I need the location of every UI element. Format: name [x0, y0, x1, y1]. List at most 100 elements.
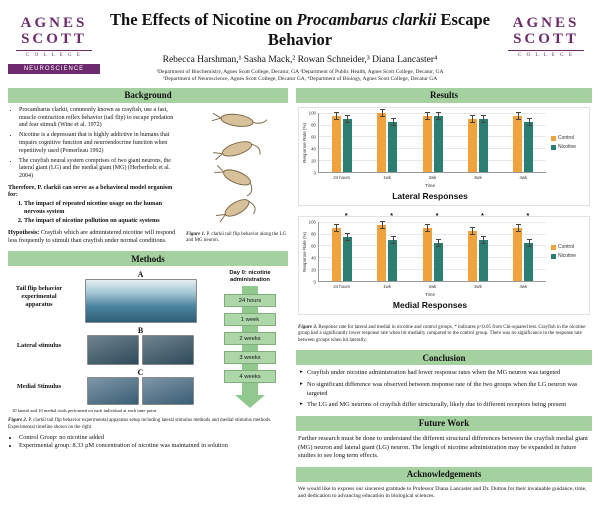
significance-marker: *	[390, 212, 394, 220]
error-bar	[481, 235, 487, 244]
bar-control	[422, 111, 432, 172]
figure-1-caption: Figure 1. P. clarkii tail flip behavior …	[186, 232, 288, 245]
therefore-statement: Therefore, P. clarkii can serve as a beh…	[8, 184, 173, 199]
bar-control	[513, 111, 523, 172]
agnes-scott-logo-right: AGNES SCOTT C O L L E G E	[500, 6, 592, 58]
logo-word-agnes: AGNES	[512, 15, 580, 31]
bar-control	[422, 223, 432, 281]
methods-row-c: Medial Stimulus C	[8, 368, 208, 406]
apparatus-photo	[84, 279, 197, 324]
panel-label-c: C	[137, 368, 144, 378]
figure-1-caption-text: P. clarkii tail flip behavior along the …	[186, 231, 287, 244]
right-column: Results Response Rate (%) 0 20 40 60 80 100 2…	[296, 87, 592, 507]
methods-row-a: Tail flip behavior experimental apparatu…	[8, 270, 208, 324]
error-bar	[379, 220, 385, 229]
background-text: Procambarus clarkii, commonly known as c…	[8, 107, 181, 245]
bar-group-1wk: 1wk	[364, 108, 409, 180]
hypothesis-paragraph: Hypothesis: Crayfish which are administe…	[8, 229, 181, 245]
bar-nicotine	[433, 111, 443, 172]
lateral-responses-chart: Response Rate (%) 0 20 40 60 80 100 24 hours 1…	[298, 106, 590, 206]
lateral-stimulus-caption: Lateral stimulus	[16, 341, 62, 349]
timeline-box-24-hours: 24 hours	[224, 294, 276, 308]
error-bar	[526, 117, 532, 126]
conclusion-bullet-3: The LG and MG neurons of crayfish differ…	[300, 401, 592, 410]
background-bullet-1: Procambarus clarkii, commonly known as c…	[19, 107, 181, 130]
legend-item-nicotine: Nicotine	[551, 253, 586, 259]
significance-marker: *	[435, 212, 439, 220]
crayfish-tailflip-illustration	[211, 112, 268, 223]
y-axis-ticks: 0 20 40 60 80 100	[308, 219, 316, 285]
logo-word-scott: SCOTT	[513, 30, 579, 47]
bar-control	[331, 223, 341, 281]
chart-legend: Control Nicotine	[546, 113, 586, 173]
error-bar	[436, 111, 442, 120]
timeline-box-2-weeks: 2 weeks	[224, 332, 276, 346]
panel-label-a: A	[137, 270, 144, 280]
section-future-work: Future Work Further research must be don…	[296, 415, 592, 461]
medial-stimulus-caption: Medial Stimulus	[16, 382, 62, 390]
bar-control	[467, 114, 477, 172]
conclusion-section-header: Conclusion	[296, 350, 592, 366]
bar-nicotine	[478, 235, 488, 281]
error-bar	[345, 232, 351, 241]
logo-word-scott: SCOTT	[21, 30, 87, 47]
x-tick-label: 24 hours	[333, 174, 351, 180]
section-conclusion: Conclusion Crayfish under nicotine admin…	[296, 350, 592, 410]
affiliation-line-1: ¹Department of Biochemistry, Agnes Scott…	[156, 69, 444, 75]
error-bar	[425, 111, 431, 120]
logo-divider	[508, 49, 584, 51]
acknowledgements-text: We would like to express our sincerest g…	[298, 485, 587, 500]
trials-note: 10 lateral and 10 medial trials performe…	[12, 408, 158, 414]
poster-title: The Effects of Nicotine on Procambarus c…	[104, 10, 496, 50]
error-bar	[526, 238, 532, 247]
methods-section-header: Methods	[8, 251, 288, 267]
plot-area: 24 hours 1wk 2wk 3wk 4wk	[318, 108, 546, 180]
bar-nicotine	[342, 232, 352, 281]
figure-2-caption-label: Figure 2.	[8, 418, 28, 424]
bar-group-2wk: * 2wk	[410, 213, 455, 289]
bar-group-4wk: * 4wk	[501, 213, 546, 289]
bar-group-24-hours: 24 hours	[319, 111, 364, 180]
figure-1: Figure 1. P. clarkii tail flip behavior …	[186, 107, 288, 245]
agnes-scott-logo-left: AGNES SCOTT C O L L E G E NEUROSCIENCE	[8, 6, 100, 74]
section-results: Results Response Rate (%) 0 20 40 60 80 100 2…	[296, 87, 592, 345]
bar-groups: 24 hours 1wk 2wk 3wk 4wk	[319, 108, 546, 180]
error-bar	[470, 114, 476, 123]
conclusion-bullet-1: Crayfish under nicotine administration h…	[300, 369, 592, 378]
conclusion-bullet-list: Crayfish under nicotine administration h…	[296, 369, 592, 410]
figure-2-caption-text: P. clarkii tail flip behavior experiment…	[8, 418, 272, 430]
title-species-italic: Procambarus clarkii	[296, 10, 437, 29]
figure-1-caption-label: Figure 1.	[186, 231, 206, 237]
logo-college-text: C O L L E G E	[26, 52, 82, 58]
medial-stimulus-photo-wrap: C	[73, 368, 208, 406]
timeline-day0-label: Day 0: nicotine administration	[229, 270, 271, 284]
poster-columns: Background Procambarus clarkii, commonly…	[8, 87, 592, 507]
bar-group-1wk: * 1wk	[364, 213, 409, 289]
error-bar	[390, 235, 396, 244]
x-tick-label: 3wk	[474, 174, 482, 180]
figure-3-caption-text: Response rate for lateral and medial in …	[298, 324, 586, 343]
title-pre: The Effects of Nicotine on	[110, 10, 297, 29]
error-bar	[515, 111, 521, 120]
error-bar	[436, 238, 442, 247]
bar-group-2wk: 2wk	[410, 111, 455, 180]
methods-row-b: Lateral stimulus B	[8, 326, 208, 366]
y-axis-ticks: 0 20 40 60 80 100	[308, 110, 316, 176]
error-bar	[470, 226, 476, 235]
control-group-bullet: Control Group: no nicotine added	[19, 434, 288, 442]
significance-marker: *	[526, 212, 530, 220]
timeline-box-3-weeks: 3 weeks	[224, 351, 276, 365]
error-bar	[390, 117, 396, 126]
figure-3-caption-label: Figure 3.	[298, 324, 318, 330]
lateral-stimulus-photo-1	[87, 335, 139, 366]
header-center: The Effects of Nicotine on Procambarus c…	[100, 6, 500, 84]
bar-group-4wk: 4wk	[501, 111, 546, 180]
bar-control	[377, 220, 387, 281]
legend-swatch	[551, 144, 556, 150]
background-bullet-list: Procambarus clarkii, commonly known as c…	[8, 107, 181, 181]
panel-label-b: B	[137, 326, 144, 336]
bar-group-3wk: * 3wk	[455, 213, 500, 289]
bar-nicotine	[478, 114, 488, 172]
chart-title: Lateral Responses	[392, 190, 468, 201]
